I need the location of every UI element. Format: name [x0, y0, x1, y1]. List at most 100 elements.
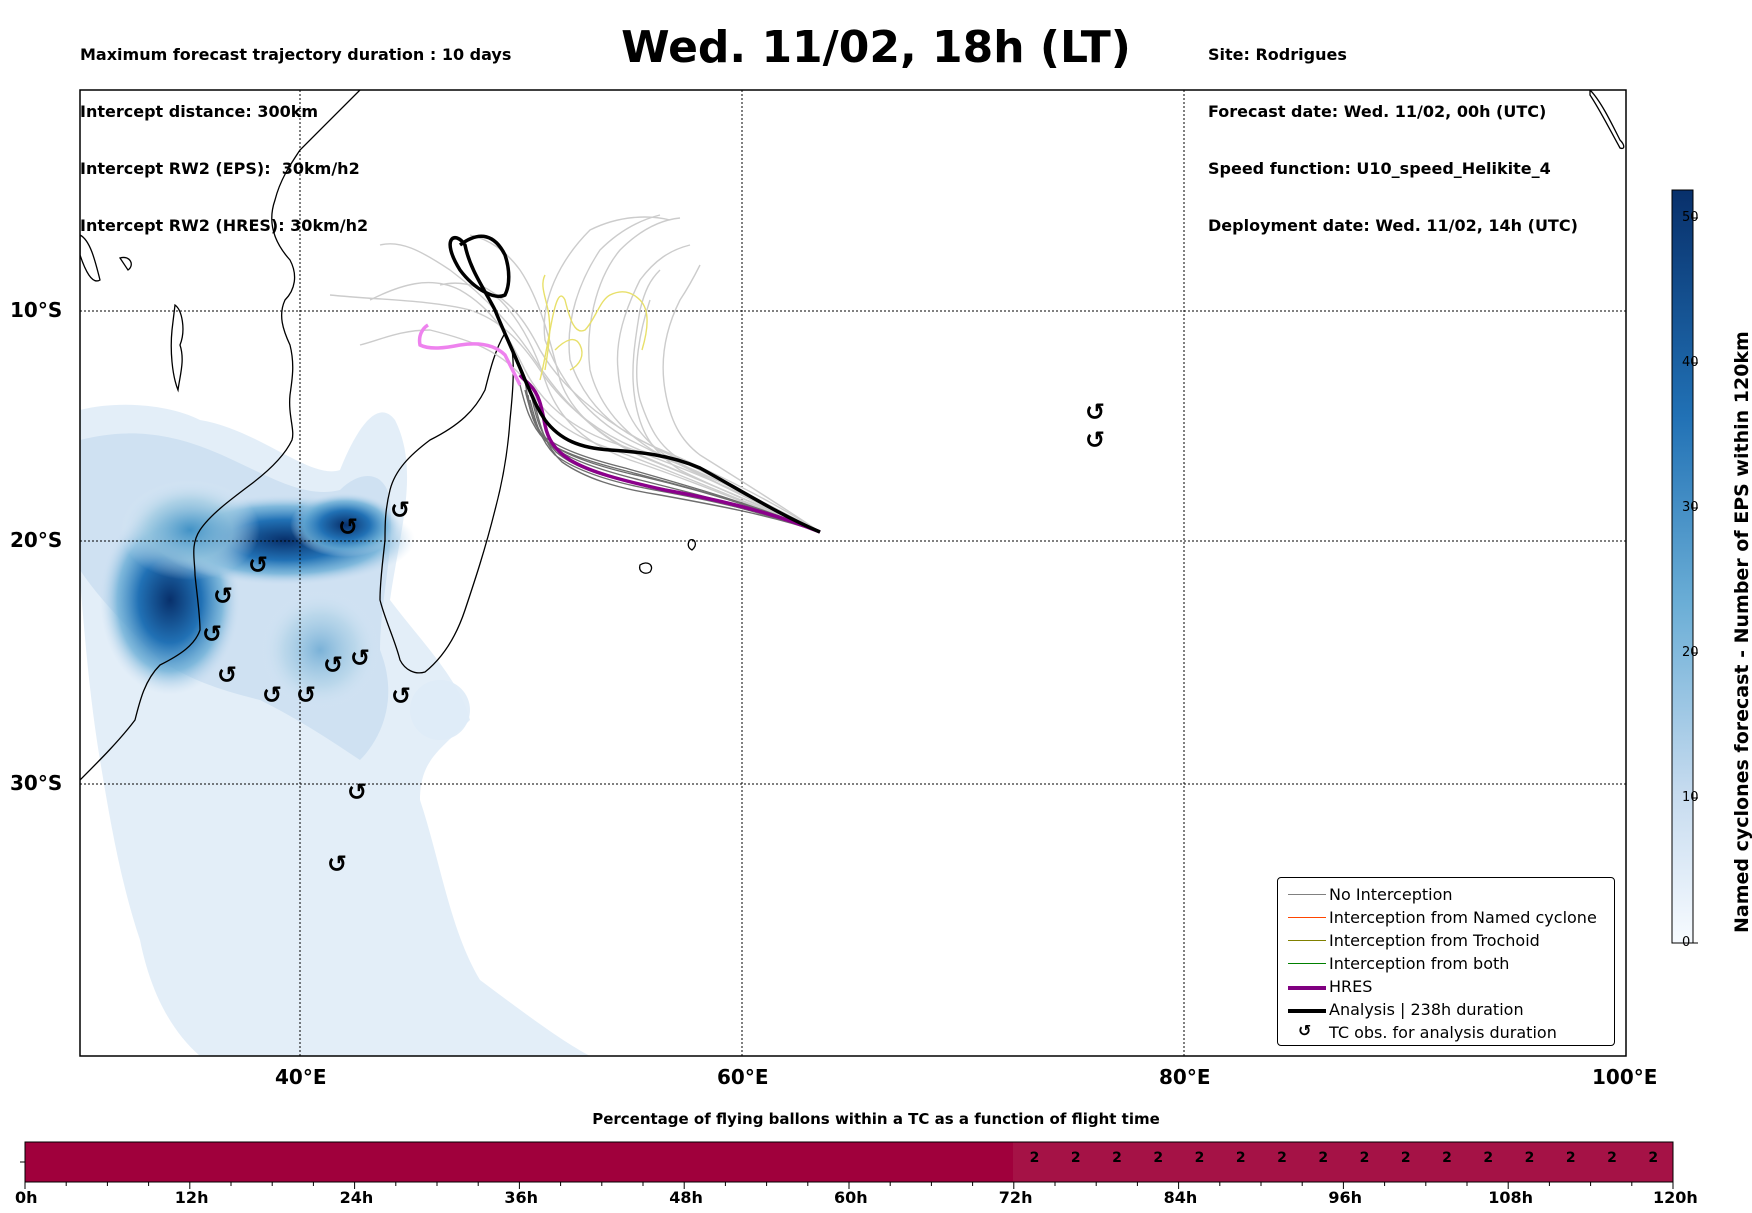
strip-cell-value: 2	[1277, 1150, 1287, 1166]
header-right-line: Deployment date: Wed. 11/02, 14h (UTC)	[1208, 216, 1578, 235]
main-title: Wed. 11/02, 18h (LT)	[621, 22, 1131, 73]
legend-swatch	[1288, 963, 1326, 964]
strip-tick-label: 108h	[1488, 1188, 1533, 1207]
strip-tick-label: 12h	[174, 1188, 209, 1207]
tc-obs-icon: ↺	[248, 551, 268, 579]
strip-cell-value: 2	[1400, 1150, 1411, 1166]
legend-label: Analysis | 238h duration	[1329, 1000, 1524, 1019]
lat-label: 10°S	[10, 298, 63, 322]
legend-swatch	[1288, 894, 1326, 895]
coastlines	[80, 90, 1625, 781]
strip-cell-value: 2	[1235, 1150, 1246, 1166]
grid	[80, 90, 1626, 1056]
strip-cell-value: 2	[1524, 1150, 1535, 1166]
strip-cell-value: 2	[1112, 1150, 1122, 1166]
legend-label: TC obs. for analysis duration	[1329, 1023, 1557, 1042]
strip-tick-label: 0h	[15, 1188, 38, 1207]
tc-obs-icon: ↺	[391, 682, 411, 710]
strip-tick-label: 84h	[1163, 1188, 1198, 1207]
map-frame	[79, 89, 1627, 1057]
legend-swatch	[1288, 1009, 1326, 1013]
strip-cell-value: 2	[1648, 1150, 1659, 1166]
tc-obs-icon: ↺	[347, 778, 367, 806]
header-right-line: Site: Rodrigues	[1208, 45, 1347, 64]
flight-time-strip	[20, 1141, 1674, 1189]
legend-item-tc-obs: ↺ TC obs. for analysis duration	[1278, 1021, 1614, 1043]
legend-label: Interception from Trochoid	[1329, 931, 1540, 950]
header-right-line: Speed function: U10_speed_Helikite_4	[1208, 159, 1551, 178]
colorbar-tick: 50	[1682, 210, 1699, 225]
tc-obs-icon: ↺	[217, 661, 237, 689]
map-legend: No Interception Interception from Named …	[1277, 877, 1615, 1046]
strip-tick-label: 120h	[1653, 1188, 1698, 1207]
legend-label: No Interception	[1329, 885, 1453, 904]
header-left-line: Intercept RW2 (EPS): 30km/h2	[80, 159, 360, 178]
header-left-info: Maximum forecast trajectory duration : 1…	[80, 7, 511, 254]
strip-tick-label: 24h	[339, 1188, 374, 1207]
strip-cell-value: 2	[1029, 1150, 1040, 1166]
tc-obs-icon: ↺	[1085, 398, 1105, 426]
tc-obs-icon: ↺	[390, 496, 410, 524]
colorbar-tick: 20	[1682, 645, 1699, 660]
legend-item-hres: HRES	[1278, 975, 1614, 997]
madagascar-coast	[379, 331, 514, 674]
legend-swatch	[1288, 940, 1326, 941]
header-left-line: Intercept RW2 (HRES): 30km/h2	[80, 216, 369, 235]
colorbar-tick: 0	[1682, 935, 1691, 950]
trochoid-tracks	[539, 274, 648, 381]
strip-cell-value: 2	[1359, 1150, 1370, 1166]
colorbar-tick: 30	[1682, 500, 1699, 515]
colorbar-tick: 10	[1682, 790, 1699, 805]
lon-label: 40°E	[275, 1065, 327, 1089]
strip-cell-value: 2	[1194, 1150, 1205, 1166]
lon-label: 100°E	[1592, 1065, 1658, 1089]
strip-cell-value: 2	[1483, 1150, 1494, 1166]
cyclone-density-field	[80, 404, 590, 1056]
legend-item-analysis: Analysis | 238h duration	[1278, 998, 1614, 1020]
strip-cell-value: 2	[1318, 1150, 1329, 1166]
lat-label: 30°S	[10, 771, 63, 795]
legend-label: HRES	[1329, 977, 1373, 996]
tc-obs-icon: ↺	[296, 681, 316, 709]
strip-cell-value: 2	[1607, 1150, 1617, 1166]
strip-tick-label: 36h	[504, 1188, 539, 1207]
tc-obs-icon: ↺	[338, 513, 358, 541]
legend-swatch	[1288, 917, 1326, 918]
tc-obs-icon: ↺	[1298, 1021, 1312, 1040]
tc-obs-icon: ↺	[350, 644, 370, 672]
strip-tick-label: 48h	[669, 1188, 703, 1207]
africa-coast	[80, 90, 361, 781]
strip-cell-value: 2	[1153, 1150, 1164, 1166]
hres-track	[518, 373, 821, 534]
eps-trajectories-light	[329, 214, 821, 533]
tc-obs-icon: ↺	[323, 651, 343, 679]
legend-label: Interception from Named cyclone	[1329, 908, 1597, 927]
strip-tick-label: 96h	[1328, 1188, 1363, 1207]
lon-label: 60°E	[717, 1065, 769, 1089]
legend-item-no-interception: No Interception	[1278, 883, 1614, 905]
tc-obs-icon: ↺	[262, 681, 282, 709]
colorbar-label: Named cyclones forecast - Number of EPS …	[1731, 331, 1752, 933]
tc-obs-icon: ↺	[202, 620, 222, 648]
legend-item-named-cyclone: Interception from Named cyclone	[1278, 906, 1614, 928]
tc-obs-icon: ↺	[327, 850, 347, 878]
legend-item-both: Interception from both	[1278, 952, 1614, 974]
strip-title: Percentage of flying ballons within a TC…	[592, 1110, 1160, 1128]
colorbar-tick: 40	[1682, 355, 1699, 370]
tc-obs-icon: ↺	[213, 582, 233, 610]
lon-label: 80°E	[1159, 1065, 1211, 1089]
legend-swatch	[1288, 986, 1326, 990]
hres-past-track	[417, 323, 522, 386]
strip-tick-label: 60h	[834, 1188, 868, 1207]
header-left-line: Maximum forecast trajectory duration : 1…	[80, 45, 512, 64]
tc-obs-icon: ↺	[1085, 426, 1105, 454]
strip-cell-value: 2	[1565, 1150, 1576, 1166]
tc-observation-symbols: ↺ ↺ ↺ ↺ ↺ ↺ ↺ ↺ ↺ ↺ ↺ ↺ ↺ ↺ ↺	[202, 398, 1105, 878]
map-area: ↺ ↺ ↺ ↺ ↺ ↺ ↺ ↺ ↺ ↺ ↺ ↺ ↺ ↺ ↺	[80, 90, 1626, 1056]
analysis-track	[448, 234, 821, 534]
strip-cell-value: 2	[1070, 1150, 1081, 1166]
strip-cell-value: 2	[1442, 1150, 1452, 1166]
legend-label: Interception from both	[1329, 954, 1510, 973]
lat-label: 20°S	[10, 528, 63, 552]
